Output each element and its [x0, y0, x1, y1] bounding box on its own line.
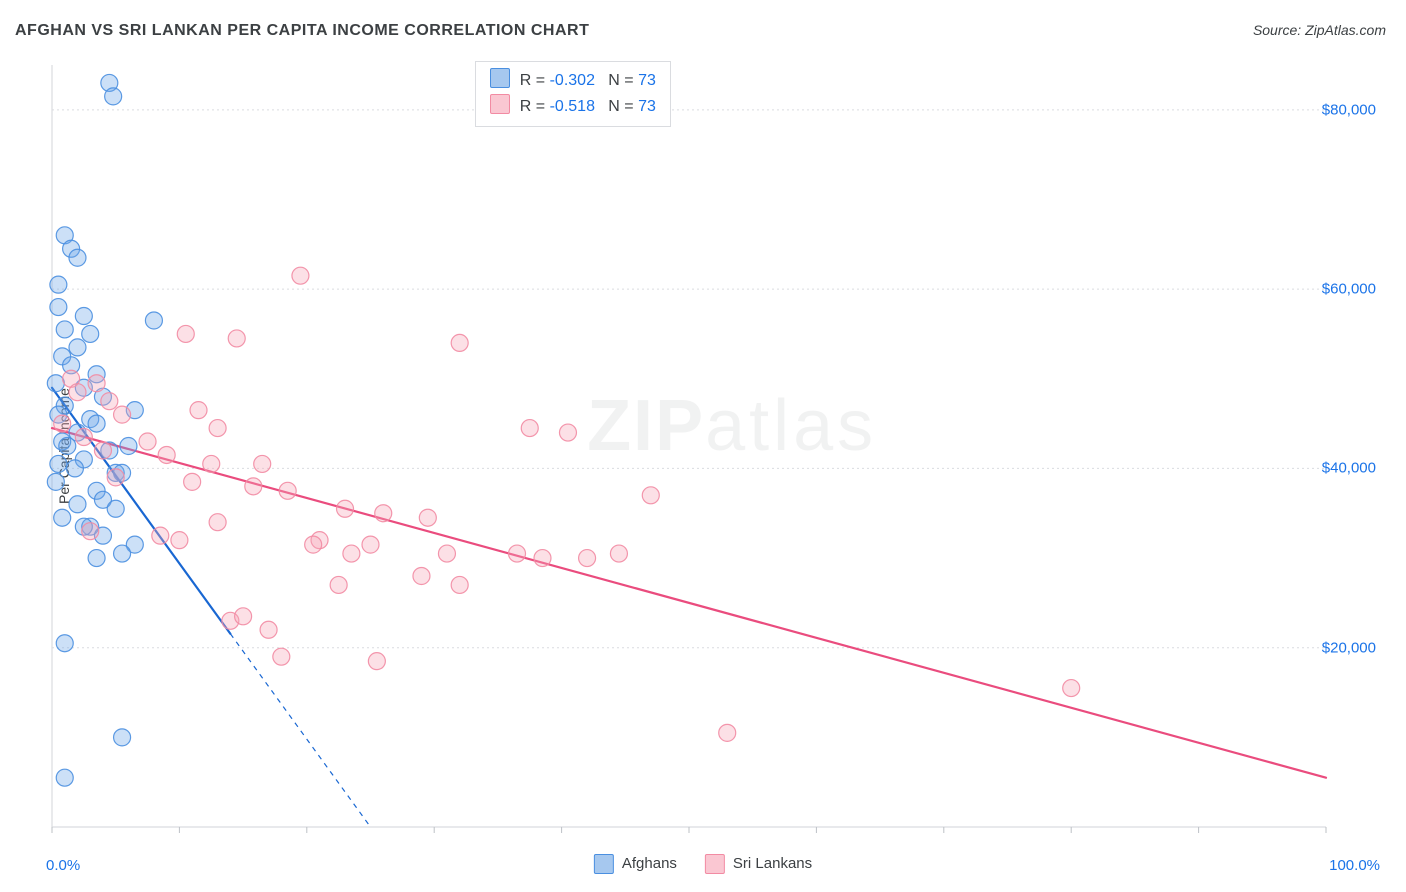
- stat-text: R = -0.518 N = 73: [520, 98, 656, 115]
- stat-swatch: [490, 94, 510, 114]
- y-tick-label: $40,000: [1322, 460, 1376, 477]
- y-tick-label: $60,000: [1322, 281, 1376, 298]
- scatter-chart: [46, 55, 1386, 837]
- legend-item: Afghans: [594, 854, 677, 874]
- legend-label: Afghans: [622, 855, 677, 872]
- x-axis-start-label: 0.0%: [46, 857, 80, 874]
- legend: Afghans Sri Lankans: [594, 854, 812, 874]
- y-tick-label: $20,000: [1322, 639, 1376, 656]
- stat-row: R = -0.302 N = 73: [490, 68, 656, 94]
- source-label: Source: ZipAtlas.com: [1253, 22, 1386, 38]
- chart-area: ZIPatlas R = -0.302 N = 73R = -0.518 N =…: [46, 55, 1386, 837]
- legend-label: Sri Lankans: [733, 855, 812, 872]
- y-tick-label: $80,000: [1322, 101, 1376, 118]
- chart-title: AFGHAN VS SRI LANKAN PER CAPITA INCOME C…: [15, 22, 589, 40]
- legend-swatch: [594, 854, 614, 874]
- stat-swatch: [490, 68, 510, 88]
- legend-item: Sri Lankans: [705, 854, 812, 874]
- correlation-stats-box: R = -0.302 N = 73 R = -0.518 N = 73: [475, 61, 671, 127]
- legend-swatch: [705, 854, 725, 874]
- stat-row: R = -0.518 N = 73: [490, 94, 656, 120]
- x-axis-end-label: 100.0%: [1329, 857, 1380, 874]
- stat-text: R = -0.302 N = 73: [520, 72, 656, 89]
